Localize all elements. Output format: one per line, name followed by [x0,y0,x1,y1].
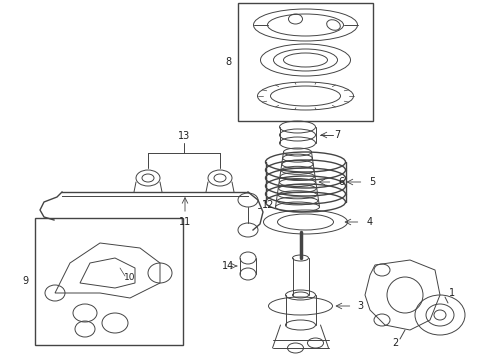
Bar [238,3,373,121]
Text: 5: 5 [369,177,376,187]
Text: 2: 2 [392,338,398,348]
Text: 8: 8 [225,57,231,67]
Text: 7: 7 [334,130,341,140]
Text: 14: 14 [222,261,234,271]
Text: 11: 11 [179,217,191,227]
Text: 6: 6 [339,177,344,187]
Text: 4: 4 [367,217,372,227]
Bar [35,218,183,345]
Text: 9: 9 [22,276,28,287]
Text: 3: 3 [357,301,364,311]
Text: 13: 13 [178,131,190,141]
Text: 1: 1 [449,288,455,298]
Text: 12: 12 [262,200,274,210]
Text: 10: 10 [124,274,136,283]
